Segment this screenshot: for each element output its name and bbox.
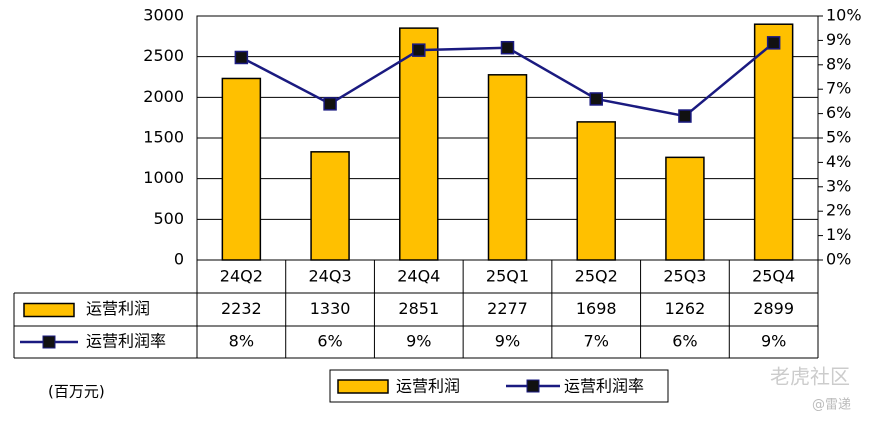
- table-value: 6%: [317, 332, 342, 351]
- table-value: 2899: [753, 299, 794, 318]
- x-tick-label: 25Q4: [752, 267, 795, 286]
- watermark: 老虎社区: [770, 365, 850, 389]
- x-tick-label: 24Q2: [220, 267, 263, 286]
- line-marker: [323, 97, 337, 111]
- table-value: 2232: [221, 299, 262, 318]
- y-tick-label: 1500: [143, 128, 184, 147]
- source-mark: @雷递: [812, 398, 851, 413]
- legend-label: 运营利润率: [564, 377, 644, 396]
- y2-tick-label: 0%: [826, 250, 851, 269]
- table-value: 6%: [672, 332, 697, 351]
- y2-tick-label: 1%: [826, 225, 851, 244]
- unit-note: (百万元): [48, 383, 105, 401]
- x-tick-label: 24Q3: [309, 267, 352, 286]
- line-marker: [500, 40, 515, 55]
- y-tick-label: 3000: [143, 6, 184, 25]
- legend-swatch: [526, 379, 540, 393]
- y-tick-label: 2000: [143, 87, 184, 106]
- y2-tick-label: 8%: [826, 54, 851, 73]
- y2-tick-label: 3%: [826, 176, 851, 195]
- y2-tick-label: 6%: [826, 103, 851, 122]
- y2-tick-label: 4%: [826, 152, 851, 171]
- table-value: 9%: [406, 332, 431, 351]
- x-tick-label: 25Q3: [663, 267, 706, 286]
- legend-swatch: [42, 335, 56, 349]
- table-value: 1262: [665, 299, 706, 318]
- table-value: 7%: [584, 332, 609, 351]
- y-tick-label: 2500: [143, 46, 184, 65]
- bar: [487, 74, 528, 261]
- table-value: 2851: [398, 299, 439, 318]
- bar: [753, 23, 794, 261]
- table-value: 9%: [495, 332, 520, 351]
- y2-tick-label: 10%: [826, 6, 862, 25]
- table-value: 9%: [761, 332, 786, 351]
- legend-label: 运营利润: [396, 377, 460, 396]
- bar: [576, 121, 616, 261]
- legend-swatch: [337, 379, 389, 394]
- y2-tick-label: 5%: [826, 128, 851, 147]
- bar: [665, 156, 705, 261]
- table-value: 1698: [576, 299, 617, 318]
- line-marker: [589, 92, 603, 106]
- y-tick-label: 1000: [143, 168, 184, 187]
- line-marker: [766, 36, 781, 50]
- y2-tick-label: 2%: [826, 201, 851, 220]
- legend-label: 运营利润率: [86, 332, 166, 351]
- line-marker: [234, 50, 249, 65]
- y2-tick-label: 7%: [826, 79, 851, 98]
- legend-swatch: [23, 302, 75, 318]
- line-marker: [412, 43, 426, 57]
- legend-label: 运营利润: [86, 299, 150, 318]
- bar: [399, 27, 439, 261]
- y-tick-label: 0: [174, 250, 184, 269]
- bar: [221, 77, 262, 261]
- y2-tick-label: 9%: [826, 30, 851, 49]
- x-tick-label: 25Q1: [486, 267, 529, 286]
- line-marker: [678, 109, 692, 123]
- table-value: 2277: [487, 299, 528, 318]
- bar: [310, 151, 350, 261]
- table-value: 1330: [310, 299, 351, 318]
- table-value: 8%: [229, 332, 254, 351]
- x-tick-label: 25Q2: [575, 267, 618, 286]
- x-tick-label: 24Q4: [397, 267, 440, 286]
- y-tick-label: 500: [153, 209, 184, 228]
